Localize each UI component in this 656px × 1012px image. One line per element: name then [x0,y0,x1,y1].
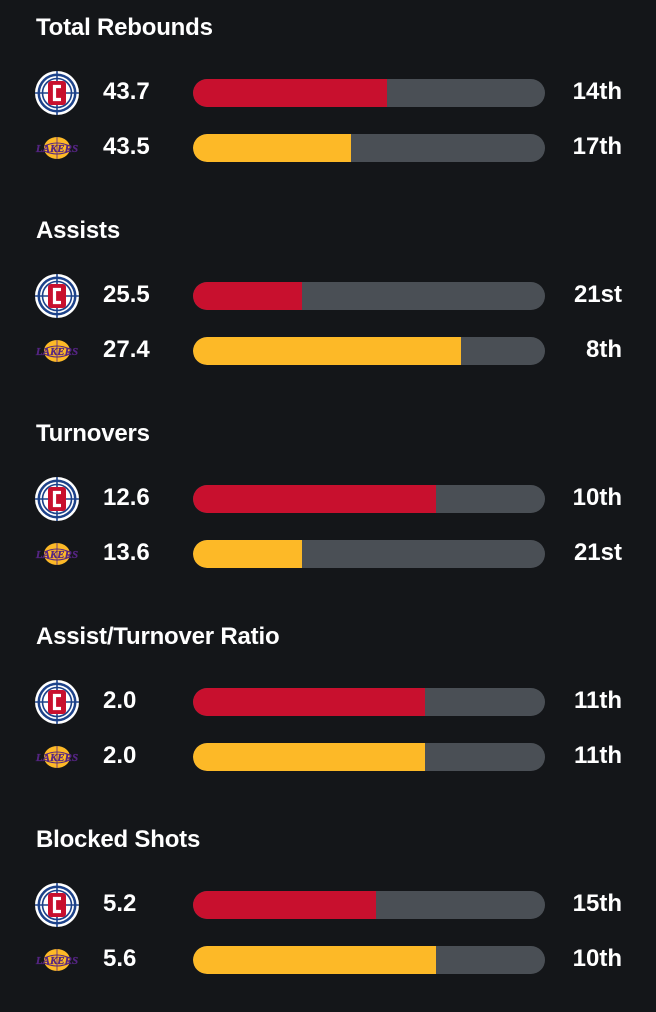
stat-section: Total Rebounds 43.7 14th LAKERS 43.5 17t… [0,0,656,200]
league-rank: 10th [572,945,622,972]
clippers-logo-icon [34,679,80,725]
rank-bar-fill [193,688,426,716]
stat-value: 2.0 [103,742,137,769]
clippers-logo-icon [34,882,80,928]
stat-section-title: Turnovers [36,420,150,447]
clippers-logo-icon [34,273,80,319]
league-rank: 17th [572,133,622,160]
lakers-logo-icon: LAKERS [34,734,80,780]
stat-value: 12.6 [103,484,150,511]
rank-bar-fill [193,743,426,771]
rank-bar-fill [193,134,352,162]
rank-bar-track [193,134,545,162]
league-rank: 10th [572,484,622,511]
clippers-stat-row: 25.5 21st [0,273,656,319]
rank-bar-track [193,743,545,771]
rank-bar-fill [193,485,436,513]
clippers-stat-row: 12.6 10th [0,476,656,522]
rank-bar-fill [193,891,377,919]
stat-value: 13.6 [103,539,150,566]
svg-text:LAKERS: LAKERS [35,752,78,764]
clippers-stat-row: 5.2 15th [0,882,656,928]
league-rank: 14th [572,78,622,105]
lakers-stat-row: LAKERS 43.5 17th [0,125,656,171]
rank-bar-fill [193,337,461,365]
stat-section-title: Blocked Shots [36,826,201,853]
clippers-stat-row: 2.0 11th [0,679,656,725]
rank-bar-track [193,337,545,365]
rank-bar-track [193,688,545,716]
league-rank: 11th [573,687,622,714]
league-rank: 11th [573,742,622,769]
svg-text:LAKERS: LAKERS [35,955,78,967]
rank-bar-fill [193,282,303,310]
clippers-logo-icon [34,70,80,116]
lakers-logo-icon: LAKERS [34,937,80,983]
lakers-stat-row: LAKERS 2.0 11th [0,734,656,780]
rank-bar-fill [193,540,303,568]
league-rank: 21st [573,539,622,566]
league-rank: 15th [572,890,622,917]
stat-section-title: Assists [36,217,120,244]
rank-bar-track [193,891,545,919]
stat-value: 25.5 [103,281,150,308]
rank-bar-fill [193,946,436,974]
lakers-logo-icon: LAKERS [34,125,80,171]
rank-bar-track [193,946,545,974]
lakers-stat-row: LAKERS 13.6 21st [0,531,656,577]
stat-value: 27.4 [103,336,150,363]
rank-bar-fill [193,79,387,107]
svg-text:LAKERS: LAKERS [35,346,78,358]
stat-section-title: Assist/Turnover Ratio [36,623,280,650]
stat-section: Assist/Turnover Ratio 2.0 11th LAKERS 2.… [0,609,656,809]
lakers-logo-icon: LAKERS [34,328,80,374]
lakers-stat-row: LAKERS 5.6 10th [0,937,656,983]
svg-text:LAKERS: LAKERS [35,143,78,155]
rank-bar-track [193,282,545,310]
clippers-logo-icon [34,476,80,522]
league-rank: 8th [586,336,622,363]
league-rank: 21st [573,281,622,308]
stat-value: 43.7 [103,78,150,105]
stat-section: Turnovers 12.6 10th LAKERS 13.6 21st [0,406,656,606]
rank-bar-track [193,485,545,513]
stat-value: 2.0 [103,687,137,714]
stat-section-title: Total Rebounds [36,14,213,41]
svg-text:LAKERS: LAKERS [35,549,78,561]
clippers-stat-row: 43.7 14th [0,70,656,116]
lakers-stat-row: LAKERS 27.4 8th [0,328,656,374]
stat-value: 43.5 [103,133,150,160]
rank-bar-track [193,79,545,107]
lakers-logo-icon: LAKERS [34,531,80,577]
stat-section: Blocked Shots 5.2 15th LAKERS 5.6 10th [0,812,656,1012]
stat-value: 5.2 [103,890,137,917]
stat-value: 5.6 [103,945,137,972]
rank-bar-track [193,540,545,568]
stat-section: Assists 25.5 21st LAKERS 27.4 8th [0,203,656,403]
